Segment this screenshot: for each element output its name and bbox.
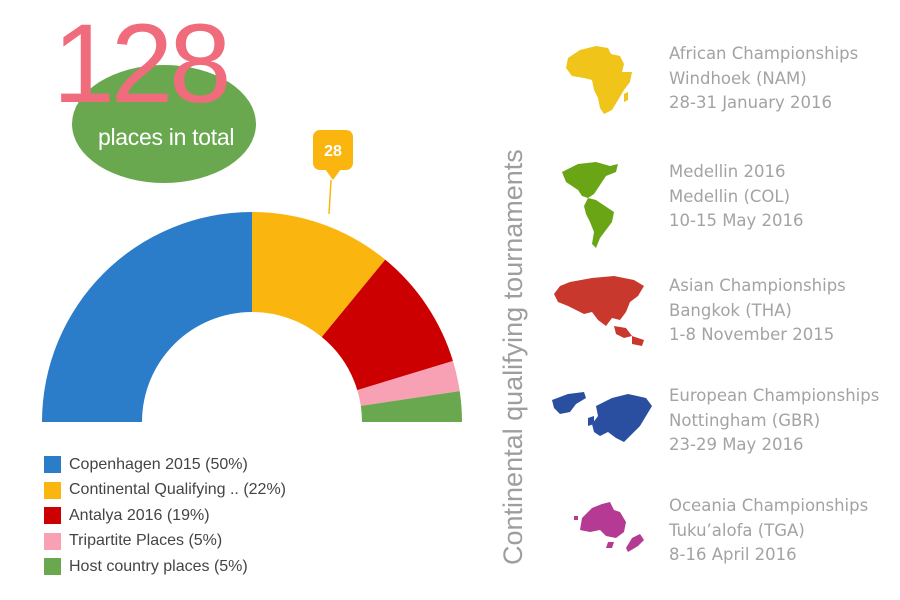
- donut-slice-host-country-places: [360, 391, 462, 422]
- tournament-item: European Championships Nottingham (GBR) …: [548, 384, 900, 484]
- total-places-caption: places in total: [98, 124, 235, 150]
- legend-swatch: [44, 507, 61, 525]
- tournament-text: African Championships Windhoek (NAM) 28-…: [669, 42, 858, 116]
- tournament-dates: 28-31 January 2016: [669, 93, 832, 112]
- americas-map-icon: [562, 162, 618, 248]
- tournament-item: African Championships Windhoek (NAM) 28-…: [548, 42, 900, 142]
- tournament-name: European Championships: [669, 386, 880, 405]
- tournament-place: Nottingham (GBR): [669, 410, 821, 430]
- tournament-item: Asian Championships Bangkok (THA) 1-8 No…: [548, 274, 900, 374]
- legend-item: Antalya 2016 (19%): [44, 503, 286, 529]
- legend-label: Continental Qualifying .. (22%): [69, 481, 286, 499]
- callout-box: [313, 130, 353, 170]
- legend-label: Antalya 2016 (19%): [69, 506, 210, 524]
- chart-legend: Copenhagen 2015 (50%) Continental Qualif…: [44, 452, 286, 580]
- total-badge-ellipse: [72, 65, 256, 183]
- callout: 28: [313, 130, 353, 215]
- donut-slice-continental-qualifying: [252, 212, 386, 337]
- tournament-dates: 10-15 May 2016: [669, 211, 804, 230]
- donut-slice-tripartite-places: [357, 361, 460, 406]
- legend-item: Copenhagen 2015 (50%): [44, 452, 286, 478]
- tournament-text: European Championships Nottingham (GBR) …: [669, 384, 879, 458]
- asia-map-icon: [554, 276, 644, 346]
- tournament-name: African Championships: [669, 44, 859, 63]
- tournament-name: Asian Championships: [669, 276, 846, 295]
- tournament-dates: 1-8 November 2015: [669, 325, 835, 344]
- legend-item: Continental Qualifying .. (22%): [44, 478, 286, 504]
- legend-label: Copenhagen 2015 (50%): [69, 455, 248, 473]
- side-title: Continental qualifying tournaments: [498, 149, 528, 565]
- tournament-place: Bangkok (THA): [669, 300, 792, 320]
- total-places-number: 128: [52, 1, 232, 126]
- total-places-badge: 128 places in total: [40, 8, 260, 190]
- legend-swatch: [44, 558, 61, 576]
- tournament-item: Medellin 2016 Medellin (COL) 10-15 May 2…: [548, 160, 900, 260]
- callout-label: 28: [324, 143, 342, 160]
- tournament-place: Tuku’alofa (TGA): [669, 520, 805, 540]
- legend-item: Tripartite Places (5%): [44, 529, 286, 555]
- tournament-text: Asian Championships Bangkok (THA) 1-8 No…: [669, 274, 846, 348]
- legend-label: Host country places (5%): [69, 557, 248, 575]
- tournament-dates: 23-29 May 2016: [669, 435, 804, 454]
- tournament-text: Medellin 2016 Medellin (COL) 10-15 May 2…: [669, 160, 804, 234]
- tournament-dates: 8-16 April 2016: [669, 545, 797, 564]
- legend-swatch: [44, 456, 61, 474]
- callout-line: [328, 179, 332, 215]
- oceania-map-icon: [574, 502, 644, 552]
- tournament-place: Windhoek (NAM): [669, 68, 807, 88]
- donut-slice-antalya-2016: [321, 259, 453, 391]
- tournament-place: Medellin (COL): [669, 186, 791, 206]
- callout-pointer: [325, 169, 341, 180]
- legend-swatch: [44, 481, 61, 499]
- donut-slice-copenhagen-2015: [42, 212, 252, 422]
- tournament-name: Oceania Championships: [669, 496, 869, 515]
- legend-swatch: [44, 532, 61, 550]
- africa-map-icon: [566, 46, 632, 114]
- tournament-item: Oceania Championships Tuku’alofa (TGA) 8…: [548, 494, 900, 594]
- half-donut-chart: 28: [42, 130, 462, 422]
- legend-item: Host country places (5%): [44, 554, 286, 580]
- europe-map-icon: [552, 392, 652, 442]
- tournament-text: Oceania Championships Tuku’alofa (TGA) 8…: [669, 494, 868, 568]
- tournament-name: Medellin 2016: [669, 162, 786, 181]
- legend-label: Tripartite Places (5%): [69, 532, 223, 550]
